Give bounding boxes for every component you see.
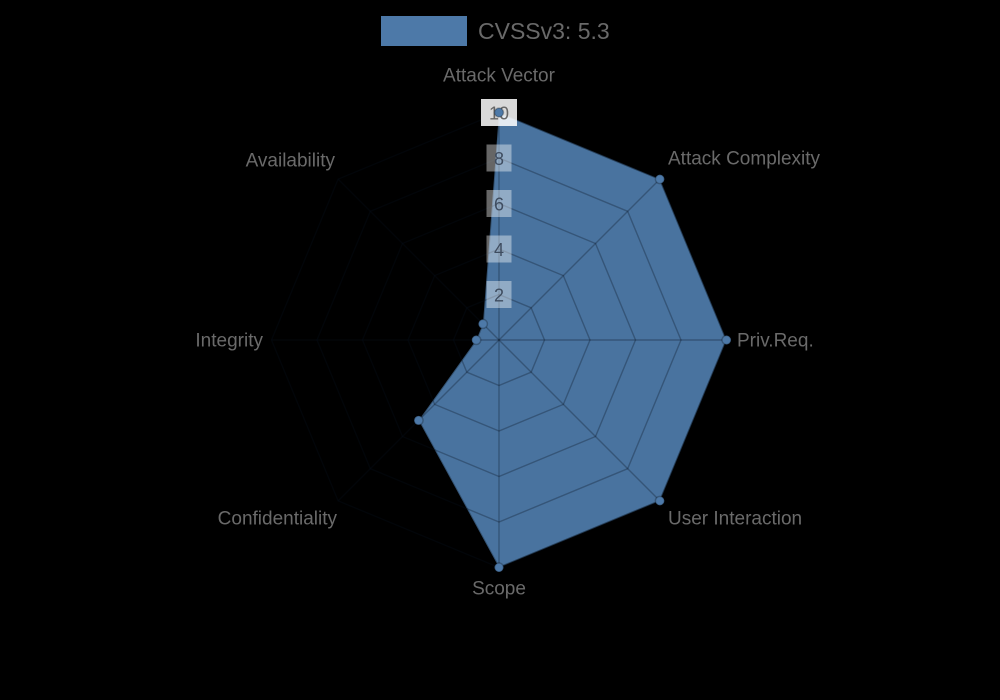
data-point-dot xyxy=(477,318,489,330)
tick-backdrop xyxy=(486,281,512,308)
tick-label: 8 xyxy=(494,149,504,169)
data-point-dot xyxy=(721,334,732,346)
grid-ring xyxy=(316,157,682,523)
data-point-dot xyxy=(493,562,505,573)
data-point-dot xyxy=(493,107,505,118)
axis-label-attack-vector: Attack Vector xyxy=(443,66,556,87)
axis-label-attack-complexity: Attack Complexity xyxy=(668,149,821,170)
data-point-dot xyxy=(654,495,666,507)
data-point-dot xyxy=(654,173,666,185)
axis-label-confidentiality: Confidentiality xyxy=(218,509,338,530)
tick-backdrop xyxy=(486,190,512,217)
data-point-dot xyxy=(471,334,482,346)
tick-label: 6 xyxy=(494,195,504,215)
grid-ring xyxy=(452,293,546,387)
tick-backdrop xyxy=(486,235,512,263)
axis-label-priv-req: Priv.Req. xyxy=(737,331,814,352)
axis-angle-line xyxy=(337,178,500,341)
axis-angle-line xyxy=(498,339,661,502)
legend-label[interactable]: CVSSv3: 5.3 xyxy=(478,18,610,44)
axis-label-user-interaction: User Interaction xyxy=(668,509,802,530)
tick-label: 4 xyxy=(494,240,504,260)
axis-label-scope: Scope xyxy=(472,579,526,600)
grid-ring xyxy=(361,202,637,478)
data-point-dot xyxy=(413,415,424,426)
tick-backdrop xyxy=(486,144,512,172)
axis-label-availability: Availability xyxy=(246,151,336,172)
legend-swatch[interactable] xyxy=(381,16,467,46)
tick-label: 2 xyxy=(494,286,504,306)
chart-legend[interactable]: CVSSv3: 5.3 xyxy=(381,16,610,46)
axis-label-integrity: Integrity xyxy=(195,331,263,352)
axis-angle-line xyxy=(498,178,661,341)
grid-ring xyxy=(407,248,591,432)
